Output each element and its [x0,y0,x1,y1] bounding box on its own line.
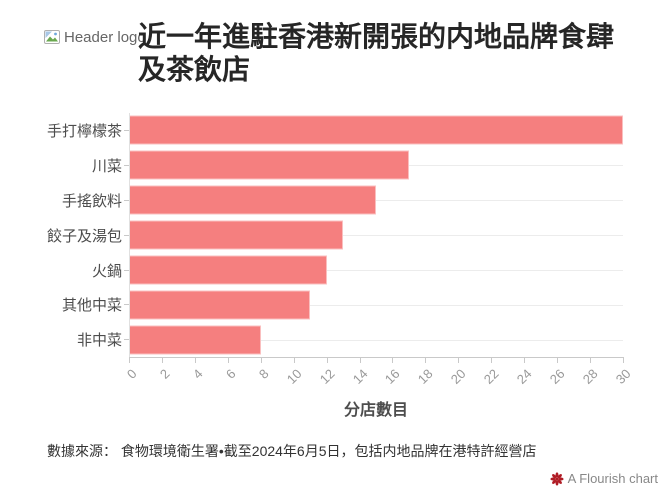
category-tick-mark [124,234,129,236]
category-gridline [129,235,623,237]
bar-area [129,253,623,288]
header-logo-alt-text: Header logo [64,29,146,46]
bar-area [129,287,623,322]
bar-6[interactable] [129,325,261,355]
x-tick-mark [557,358,559,363]
category-gridline [129,339,623,341]
bar-area [129,218,623,253]
chart-title: 近一年進駐香港新開張的内地品牌食肆及茶飲店 [138,21,615,85]
x-tick-mark [458,358,460,363]
x-tick-mark [260,358,262,363]
category-label: 其他中菜 [61,297,122,315]
category-gridline [129,200,623,202]
x-tick-mark [392,358,394,363]
x-tick-mark [425,358,427,363]
category-label: 餃子及湯包 [46,227,122,245]
chart-row: 手打檸檬茶 [0,113,666,148]
chart-row: 川菜 [0,148,666,183]
category-tick-mark [124,304,129,306]
x-tick-mark [293,358,295,363]
category-gridline [129,304,623,306]
flourish-attribution[interactable]: A Flourish chart [550,471,658,486]
chart-row: 手搖飲料 [0,183,666,218]
x-tick-mark [227,358,229,363]
category-tick-mark [124,164,129,166]
header-logo: Header logo [44,29,146,46]
x-tick-mark [194,358,196,363]
bar-1[interactable] [129,150,409,180]
category-tick-mark [124,129,129,131]
category-gridline [129,270,623,271]
x-tick-mark [129,358,130,363]
chart-rows: 手打檸檬茶川菜手搖飲料餃子及湯包火鍋其他中菜非中菜 [0,113,666,357]
bar-5[interactable] [129,290,311,320]
category-label: 非中菜 [76,332,122,350]
bar-3[interactable] [129,220,344,250]
flourish-attribution-label: A Flourish chart [567,471,658,486]
x-tick-mark [326,358,328,363]
x-axis-title: 分店數目 [343,402,408,419]
chart-row: 餃子及湯包 [0,218,666,253]
x-tick-mark [623,358,624,363]
category-label: 手搖飲料 [61,192,122,210]
chart-row: 其他中菜 [0,287,666,322]
chart-row: 火鍋 [0,253,666,288]
data-source-note: 數據來源： 食物環境衛生署•截至2024年6月5日，包括内地品牌在港特許經營店 [47,443,537,459]
x-tick-mark [161,358,163,363]
x-axis-line [129,357,624,358]
bar-area [129,183,623,218]
x-tick-mark [524,358,526,363]
bar-area [129,322,623,357]
category-tick-mark [124,339,129,341]
flourish-flower-icon [550,471,564,486]
x-tick-mark [590,358,592,363]
category-label: 手打檸檬茶 [46,122,122,140]
bar-area [129,113,623,148]
bar-4[interactable] [129,255,327,285]
chart-row: 非中菜 [0,322,666,357]
bar-chart: 手打檸檬茶 川菜 手搖飲料 餃子及湯包 火鍋 其他中菜 非中菜 0 2 4 6 8 10 12 14 16 1… [0,113,666,433]
category-label: 川菜 [91,157,122,175]
bar-2[interactable] [129,185,376,215]
y-axis-line [129,113,130,357]
category-label: 火鍋 [91,262,122,280]
x-tick-mark [359,358,361,363]
x-tick-mark [491,358,493,363]
category-tick-mark [124,199,129,201]
bar-0[interactable] [129,115,623,145]
category-tick-mark [124,269,129,271]
broken-image-icon [44,29,60,44]
bar-area [129,148,623,183]
